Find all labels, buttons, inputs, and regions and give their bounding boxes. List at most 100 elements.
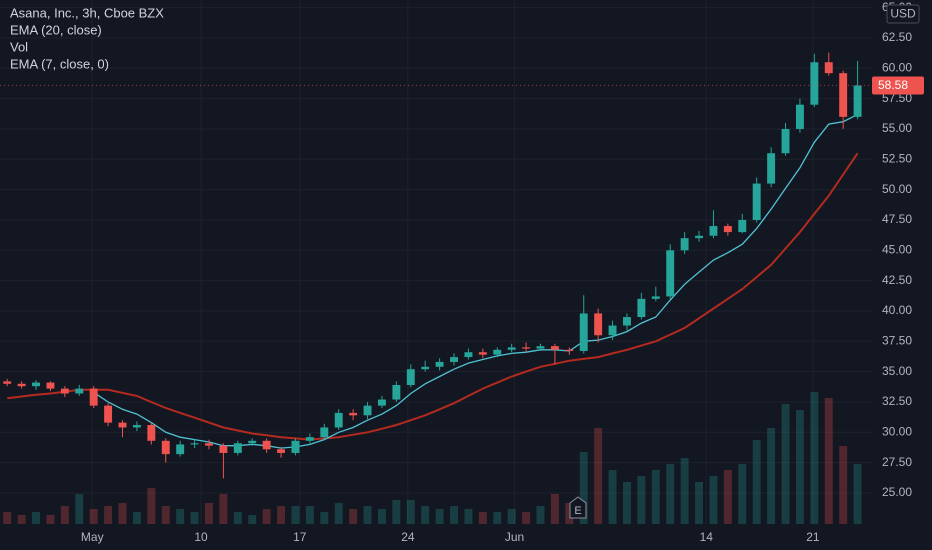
y-tick-label: 55.00: [882, 121, 912, 135]
candle-body: [104, 405, 113, 423]
volume-bar: [75, 494, 84, 524]
candle-body: [363, 405, 372, 416]
candle-body: [579, 313, 588, 352]
candle-body: [478, 352, 487, 355]
volume-bar: [651, 470, 660, 524]
volume-bar: [3, 512, 12, 524]
currency-box: [886, 4, 920, 24]
volume-bar: [536, 506, 545, 524]
grid: [0, 0, 872, 524]
legend-entry: EMA (20, close): [10, 22, 102, 37]
volume-bar: [363, 506, 372, 524]
volume-bar: [767, 428, 776, 524]
volume-bar: [190, 512, 199, 524]
volume-bar: [550, 494, 559, 524]
volume-bar: [262, 509, 271, 524]
volume-bar: [781, 404, 790, 524]
candle-body: [147, 425, 156, 441]
candle-body: [464, 352, 473, 358]
y-tick-label: 37.50: [882, 333, 912, 347]
candle-body: [824, 62, 833, 74]
y-tick-label: 27.50: [882, 455, 912, 469]
candle-body: [536, 346, 545, 349]
y-tick-label: 47.50: [882, 212, 912, 226]
candle-body: [709, 226, 718, 236]
candle-body: [435, 361, 444, 367]
volume-bar: [493, 512, 502, 524]
currency-label: USD: [890, 7, 916, 21]
volume-bar: [695, 482, 704, 524]
candle-body: [377, 399, 386, 406]
legend-entry: EMA (7, close, 0): [10, 56, 109, 71]
volume-bar: [205, 503, 213, 524]
candle-body: [262, 440, 271, 450]
volume-bar: [839, 446, 848, 524]
x-tick-label: 21: [806, 530, 820, 544]
candle-body: [637, 298, 646, 318]
candle-body: [680, 238, 689, 251]
volume-bar: [824, 398, 833, 524]
candle-body: [839, 73, 848, 117]
volume-bar: [594, 428, 603, 524]
y-tick-label: 42.50: [882, 273, 912, 287]
candle-body: [305, 437, 314, 441]
volume-bar: [723, 470, 732, 524]
earnings-badge: E: [569, 496, 587, 519]
volume-bar: [32, 512, 40, 524]
indicator-layer: [7, 113, 859, 449]
volume-bar: [421, 506, 430, 524]
chart-title: Asana, Inc., 3h, Cboe BZX: [10, 5, 164, 20]
y-tick-label: 62.50: [882, 30, 912, 44]
candle-body: [695, 235, 704, 239]
candle-body: [248, 440, 257, 444]
volume-bar: [219, 494, 228, 524]
candle-body: [219, 445, 228, 453]
volume-bar: [623, 482, 631, 524]
candle-body: [623, 317, 631, 326]
candle-body: [132, 425, 141, 428]
volume-bar: [608, 470, 617, 524]
candle-body: [32, 382, 40, 387]
candle-body: [666, 250, 675, 297]
earnings-shape: [569, 496, 587, 519]
volume-bar: [248, 515, 257, 524]
candle-body: [75, 388, 84, 394]
candle-body: [277, 449, 286, 453]
volume-bar: [176, 509, 185, 524]
candle-body: [723, 226, 732, 233]
volume-bar: [334, 503, 343, 524]
x-tick-label: May: [81, 530, 104, 544]
volume-layer: [3, 392, 862, 524]
candle-body: [450, 357, 458, 362]
x-tick-label: 17: [293, 530, 307, 544]
legend: Asana, Inc., 3h, Cboe BZX EMA (20, close…: [10, 5, 164, 71]
y-tick-label: 40.00: [882, 303, 912, 317]
candle-body: [493, 349, 502, 355]
volume-bar: [60, 506, 69, 524]
volume-bar: [579, 452, 588, 524]
candle-body: [89, 388, 98, 406]
volume-bar: [435, 509, 444, 524]
x-tick-label: Jun: [505, 530, 524, 544]
volume-bar: [853, 464, 862, 524]
volume-bar: [680, 458, 689, 524]
y-tick-label: 52.50: [882, 151, 912, 165]
legend-entry: Vol: [10, 39, 28, 54]
y-tick-label: 45.00: [882, 242, 912, 256]
candle-body: [421, 366, 430, 370]
volume-bar: [161, 506, 170, 524]
volume-bar: [291, 506, 300, 524]
volume-bar: [507, 509, 516, 524]
candle-body: [60, 388, 69, 394]
volume-bar: [233, 512, 242, 524]
x-tick-label: 14: [700, 530, 714, 544]
candle-body: [406, 369, 415, 385]
volume-bar: [349, 509, 358, 524]
volume-bar: [637, 476, 646, 524]
indicator-line: [93, 113, 858, 449]
candle-body: [781, 128, 790, 154]
volume-bar: [104, 506, 113, 524]
